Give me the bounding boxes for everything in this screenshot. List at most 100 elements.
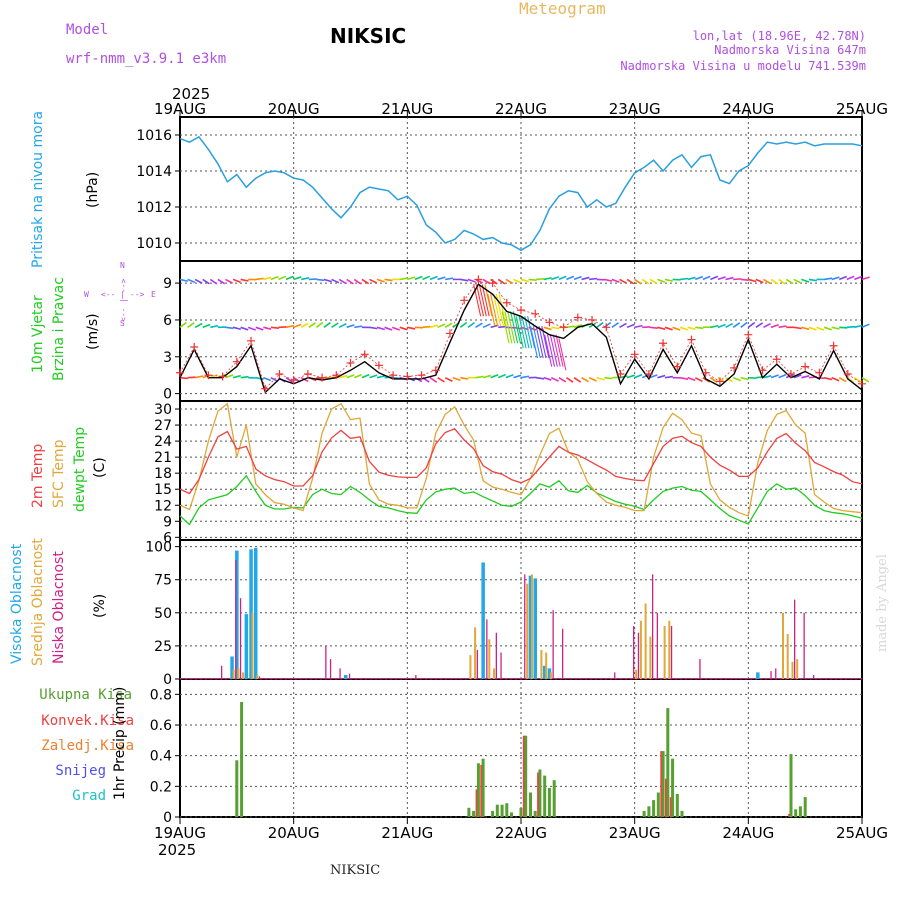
wind-arrow [732,376,741,382]
cloud-label-high: Visoka Oblacnost [9,543,25,664]
wind-arrow [831,276,840,281]
total-precip-bar [680,810,684,817]
wind-arrow [467,321,475,328]
wind-arrow [626,374,635,379]
wind-arrow [573,377,582,383]
wind-gust-marker [289,376,298,385]
total-precip-bar [642,810,646,817]
total-precip-bar [500,804,504,817]
year-top: 2025 [172,85,210,103]
low-cloud-bar [813,675,815,679]
wind-arrow [217,278,226,285]
wind-arrow [589,277,598,281]
wind-arrow [588,322,597,328]
altitude-label: Nadmorska Visina 647m [714,43,866,57]
wind-gust-marker [275,369,284,378]
wind-arrow [740,278,749,281]
wind-arrow [376,278,385,283]
wind-arrow [445,277,454,281]
wind-arrow [770,374,779,379]
total-precip-bar [547,787,551,817]
wind-arrow [194,375,204,379]
wind-gust-marker [730,363,739,372]
wind-arrow [657,374,666,379]
wind-arrow [437,376,445,383]
total-precip-bar [495,804,499,817]
wind-gust-marker [644,369,653,378]
low-cloud-bar [614,672,616,679]
wind-arrow [854,324,863,329]
cloud-tick-label: 50 [154,606,172,622]
wind-fan-arrow [492,294,502,327]
wind-arrow [573,324,582,329]
wind-arrow [179,321,187,328]
wind-gust-marker [659,339,668,348]
mid-cloud-bar [488,639,491,679]
wind-arrow [399,277,408,281]
wind-arrow [763,322,771,329]
mid-cloud-bar [782,612,784,679]
mid-cloud-bar [663,626,666,679]
mid-cloud-bar [540,649,543,679]
wind-arrow [558,376,567,383]
temp-label-2m: 2m Temp [30,444,46,508]
wind-arrow [649,326,658,329]
low-cloud-bar [500,652,502,679]
temp-tick-label: 30 [154,402,172,418]
high-cloud-bar [528,575,533,679]
low-cloud-bar [221,665,223,679]
wind-arrow [338,278,347,285]
model-altitude-label: Nadmorska Visina u modelu 741.539m [620,59,866,73]
year-bottom: 2025 [158,841,196,859]
wind-gust-marker [858,379,866,388]
wind-arrow [187,376,196,379]
wind-arrow [702,275,711,281]
wind-arrow [452,376,461,381]
wind-arrow [611,278,620,284]
total-precip-bar [798,806,802,817]
wind-unit: (m/s) [85,313,101,350]
wind-arrow [838,275,848,281]
wind-arrow [346,374,355,379]
wind-arrow [725,322,734,329]
wind-arrow [209,278,218,285]
precip-tick-label: 0.6 [150,718,172,734]
wind-arrow [459,321,468,328]
wind-gust-marker [218,372,227,381]
mid-cloud-bar [251,612,254,679]
model-name: wrf-nmm_v3.9.1 e3km [66,51,226,67]
wind-gust-marker [389,371,398,380]
pressure-unit: (hPa) [85,172,101,208]
compass-w: W [84,290,89,299]
high-cloud-bar [756,672,760,679]
wind-fan-arrow [552,334,561,367]
wind-arrow [566,275,575,281]
total-precip-bar [491,810,495,817]
precip-tick-label: 0 [163,810,172,826]
wind-arrow [740,321,748,328]
wind-arrow [520,278,529,283]
wind-arrow [528,278,537,281]
wind-arrow [225,326,234,330]
low-cloud-bar [239,598,242,679]
pressure-tick-label: 1016 [136,128,172,144]
wind-gust-marker [445,329,454,338]
wind-arrow [225,278,233,284]
mid-cloud-bar [796,659,799,679]
wind-arrow [793,326,802,330]
wind-arrow [513,278,522,284]
wind-tick-label: 3 [163,350,172,366]
wind-arrow [278,275,287,281]
wind-tick-label: 9 [163,276,172,292]
lonlat-label: lon,lat (18.96E, 42.78N) [693,29,866,43]
wind-arrow [801,278,810,283]
wind-arrow [444,376,453,382]
wind-gust-marker [531,309,540,318]
low-cloud-bar [670,626,673,679]
cloud-tick-label: 100 [145,540,172,556]
wind-arrow [270,326,279,330]
temp-label-dew: dewpt Temp [72,427,88,512]
wind-arrow [801,326,810,331]
cloud-unit: (%) [92,594,108,618]
wind-arrow [679,326,688,331]
